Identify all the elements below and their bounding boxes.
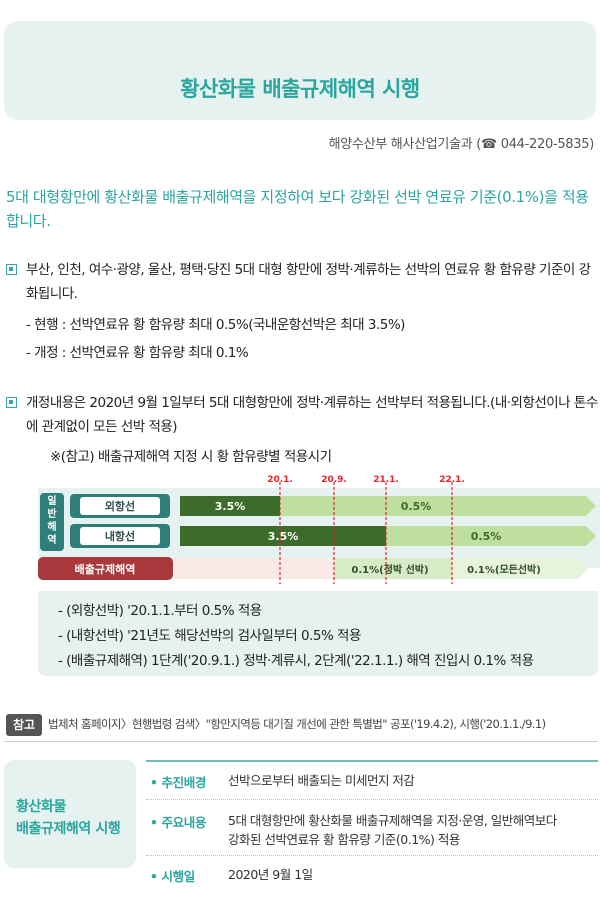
section2-bullet: 개정내용은 2020년 9월 1일부터 5대 대형항만에 정박·계류하는 선박부…	[6, 391, 598, 439]
square-bullet-icon	[6, 397, 17, 408]
square-bullet-icon	[6, 264, 17, 275]
general-sea-label-char: 일	[47, 494, 56, 507]
bar-coastal-next	[386, 526, 596, 546]
summary-value-content: 5대 대형항만에 황산화물 배출규제해역을 지정·운영, 일반해역보다	[228, 813, 557, 828]
summary-title-box: 황산화물 배출규제해역 시행	[4, 760, 136, 868]
summary-title-line: 황산화물	[16, 799, 66, 815]
eca-stage1-bar	[334, 558, 452, 579]
timeline-chart: 일 반 해 역 외항선 3.5% 0.5% 내항선 3.5% 0.5% 배출규제…	[38, 475, 600, 584]
general-sea-label-box	[40, 493, 64, 551]
timeline-note: - (내항선박) '21년도 해당선박의 검사일부터 0.5% 적용	[58, 628, 361, 644]
summary-title-line: 배출규제해역 시행	[16, 821, 121, 837]
bar-ocean-next-value: 0.5%	[401, 500, 432, 513]
bar-ocean-current	[180, 496, 280, 516]
bar-ocean-next	[280, 496, 596, 516]
department-contact: 해양수산부 해사산업기술과 (☎ 044-220-5835)	[328, 137, 595, 152]
section1-text: 부산, 인천, 여수·광양, 울산, 평택·당진 5대 대형 항만에 정박·계류…	[26, 262, 591, 302]
section1-bullet: 부산, 인천, 여수·광양, 울산, 평택·당진 5대 대형 항만에 정박·계류…	[6, 258, 598, 306]
section1-item-current: - 현행 : 선박연료유 황 함유량 최대 0.5%(국내운항선박은 최대 3.…	[26, 317, 405, 333]
summary-separator	[146, 799, 598, 800]
general-sea-label-char: 역	[47, 533, 56, 546]
section2-note: ※(참고) 배출규제해역 지정 시 황 함유량별 적용시기	[50, 449, 332, 465]
lead-paragraph: 5대 대형항만에 황산화물 배출규제해역을 지정하여 보다 강화된 선박 연료유…	[6, 188, 589, 230]
date-marker-label: 21.1.	[373, 475, 399, 485]
summary-separator	[146, 855, 598, 856]
date-marker-label: 22.1.	[439, 475, 465, 485]
date-marker-label: 20.1.	[267, 475, 293, 485]
timeline-notes-box: - (외항선박) '20.1.1.부터 0.5% 적용 - (내항선박) '21…	[38, 591, 598, 676]
general-sea-label-char: 해	[47, 520, 56, 533]
section2-text: 개정내용은 2020년 9월 1일부터 5대 대형항만에 정박·계류하는 선박부…	[26, 395, 598, 435]
reference-badge: 참고	[6, 714, 42, 736]
summary-label-background: • 추진배경	[150, 775, 206, 790]
bar-coastal-current-value: 3.5%	[268, 530, 299, 543]
eca-stage1-label: 0.1%(정박 선박)	[351, 563, 428, 576]
bar-coastal-current	[180, 526, 386, 546]
row-ocean-label: 외항선	[105, 499, 135, 513]
summary-top-line	[146, 760, 598, 762]
divider	[4, 741, 598, 742]
eca-label-box	[38, 557, 173, 580]
section1-item-revised: - 개정 : 선박연료유 황 함유량 최대 0.1%	[26, 345, 249, 361]
eca-label: 배출규제해역	[75, 562, 136, 576]
page-title: 황산화물 배출규제해역 시행	[180, 77, 420, 101]
eca-empty-zone	[174, 558, 334, 579]
summary-label-date: • 시행일	[150, 869, 195, 884]
date-marker-label: 20.9.	[321, 475, 347, 485]
general-sea-label-char: 반	[47, 507, 57, 520]
eca-stage2-label: 0.1%(모든선박)	[467, 563, 541, 576]
summary-value-content: 강화된 선박연료유 황 함유량 기준(0.1%) 적용	[228, 832, 460, 847]
bar-coastal-next-value: 0.5%	[471, 530, 502, 543]
row-coastal-label-inner	[80, 527, 160, 545]
timeline-note: - (배출규제해역) 1단계('20.9.1.) 정박·계류시, 2단계('22…	[58, 653, 534, 669]
summary-label-content: • 주요내용	[150, 815, 206, 830]
timeline-note: - (외항선박) '20.1.1.부터 0.5% 적용	[58, 603, 262, 619]
row-ocean-label-inner	[80, 497, 160, 515]
title-box: 황산화물 배출규제해역 시행	[4, 21, 596, 120]
summary-value-date: 2020년 9월 1일	[228, 867, 313, 882]
reference-text: 법제처 홈페이지〉현행법령 검색〉"항만지역등 대기질 개선에 관한 특별법" …	[48, 717, 546, 731]
eca-stage2-bar	[452, 558, 588, 579]
bar-ocean-current-value: 3.5%	[215, 500, 246, 513]
summary-value-background: 선박으로부터 배출되는 미세먼지 저감	[228, 773, 415, 788]
row-coastal-label: 내항선	[105, 529, 135, 543]
